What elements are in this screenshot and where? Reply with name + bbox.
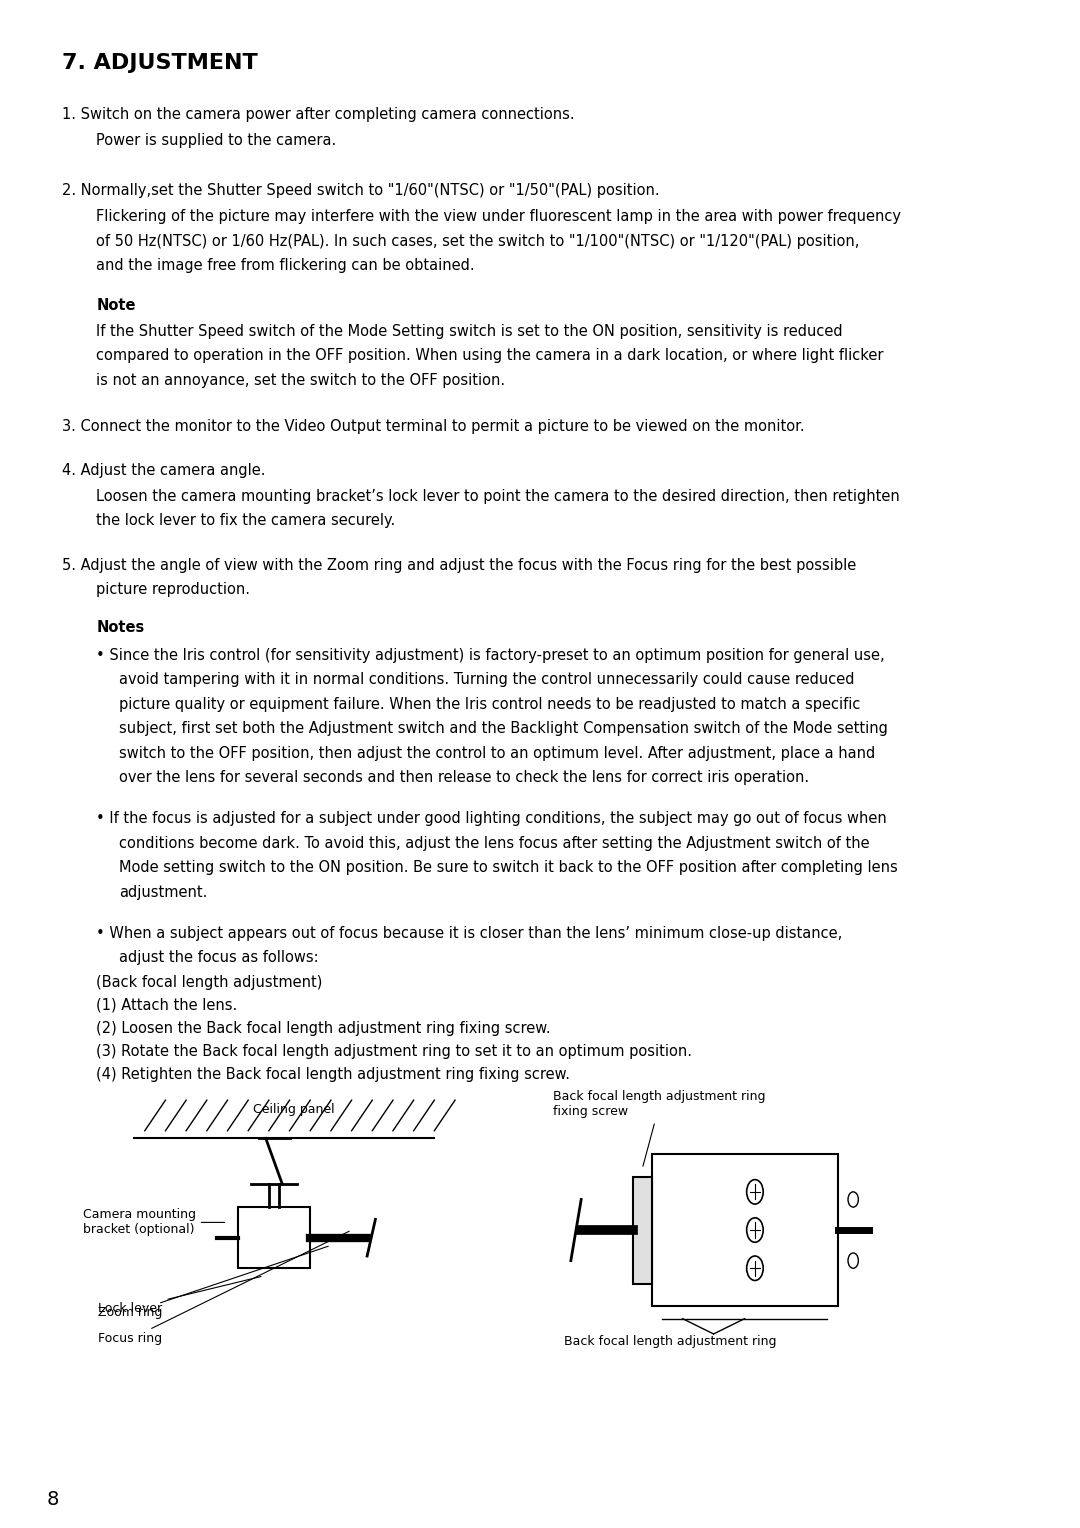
FancyBboxPatch shape: [651, 1154, 838, 1306]
Text: Notes: Notes: [96, 620, 145, 636]
Text: • When a subject appears out of focus because it is closer than the lens’ minimu: • When a subject appears out of focus be…: [96, 926, 842, 941]
Text: Mode setting switch to the ON position. Be sure to switch it back to the OFF pos: Mode setting switch to the ON position. …: [119, 860, 897, 876]
Text: Power is supplied to the camera.: Power is supplied to the camera.: [96, 133, 337, 148]
Text: Back focal length adjustment ring
fixing screw: Back focal length adjustment ring fixing…: [553, 1091, 766, 1166]
Text: adjustment.: adjustment.: [119, 885, 207, 900]
Text: Ceiling panel: Ceiling panel: [254, 1103, 335, 1117]
Text: Lock lever: Lock lever: [98, 1276, 261, 1316]
Text: Note: Note: [96, 298, 136, 313]
Text: avoid tampering with it in normal conditions. Turning the control unnecessarily : avoid tampering with it in normal condit…: [119, 672, 854, 688]
Text: 2. Normally,set the Shutter Speed switch to "1/60"(NTSC) or "1/50"(PAL) position: 2. Normally,set the Shutter Speed switch…: [62, 183, 660, 199]
Text: (2) Loosen the Back focal length adjustment ring fixing screw.: (2) Loosen the Back focal length adjustm…: [96, 1021, 551, 1036]
Text: (Back focal length adjustment): (Back focal length adjustment): [96, 975, 323, 990]
Text: (3) Rotate the Back focal length adjustment ring to set it to an optimum positio: (3) Rotate the Back focal length adjustm…: [96, 1044, 692, 1059]
Text: (1) Attach the lens.: (1) Attach the lens.: [96, 998, 238, 1013]
Text: picture reproduction.: picture reproduction.: [96, 582, 251, 597]
Text: Loosen the camera mounting bracket’s lock lever to point the camera to the desir: Loosen the camera mounting bracket’s loc…: [96, 489, 900, 504]
Text: (4) Retighten the Back focal length adjustment ring fixing screw.: (4) Retighten the Back focal length adju…: [96, 1067, 570, 1082]
Text: 1. Switch on the camera power after completing camera connections.: 1. Switch on the camera power after comp…: [62, 107, 575, 122]
Text: • Since the Iris control (for sensitivity adjustment) is factory-preset to an op: • Since the Iris control (for sensitivit…: [96, 648, 885, 663]
Text: 5. Adjust the angle of view with the Zoom ring and adjust the focus with the Foc: 5. Adjust the angle of view with the Zoo…: [62, 558, 856, 573]
Text: Camera mounting
bracket (optional): Camera mounting bracket (optional): [83, 1209, 225, 1236]
Text: of 50 Hz(NTSC) or 1/60 Hz(PAL). In such cases, set the switch to "1/100"(NTSC) o: of 50 Hz(NTSC) or 1/60 Hz(PAL). In such …: [96, 234, 860, 249]
Text: 3. Connect the monitor to the Video Output terminal to permit a picture to be vi: 3. Connect the monitor to the Video Outp…: [62, 419, 805, 434]
Text: switch to the OFF position, then adjust the control to an optimum level. After a: switch to the OFF position, then adjust …: [119, 746, 875, 761]
Text: • If the focus is adjusted for a subject under good lighting conditions, the sub: • If the focus is adjusted for a subject…: [96, 811, 887, 827]
Text: the lock lever to fix the camera securely.: the lock lever to fix the camera securel…: [96, 513, 395, 529]
Text: 8: 8: [46, 1490, 59, 1508]
Text: is not an annoyance, set the switch to the OFF position.: is not an annoyance, set the switch to t…: [96, 373, 505, 388]
Text: and the image free from flickering can be obtained.: and the image free from flickering can b…: [96, 258, 475, 274]
Text: Focus ring: Focus ring: [98, 1232, 349, 1346]
Text: If the Shutter Speed switch of the Mode Setting switch is set to the ON position: If the Shutter Speed switch of the Mode …: [96, 324, 842, 339]
Text: 7. ADJUSTMENT: 7. ADJUSTMENT: [62, 53, 258, 73]
Text: 4. Adjust the camera angle.: 4. Adjust the camera angle.: [62, 463, 266, 478]
FancyBboxPatch shape: [633, 1177, 651, 1284]
Text: Zoom ring: Zoom ring: [98, 1247, 328, 1320]
Text: conditions become dark. To avoid this, adjust the lens focus after setting the A: conditions become dark. To avoid this, a…: [119, 836, 869, 851]
Text: Back focal length adjustment ring: Back focal length adjustment ring: [564, 1335, 777, 1349]
Text: adjust the focus as follows:: adjust the focus as follows:: [119, 950, 319, 966]
Text: over the lens for several seconds and then release to check the lens for correct: over the lens for several seconds and th…: [119, 770, 809, 785]
Text: Flickering of the picture may interfere with the view under fluorescent lamp in : Flickering of the picture may interfere …: [96, 209, 901, 225]
Text: subject, first set both the Adjustment switch and the Backlight Compensation swi: subject, first set both the Adjustment s…: [119, 721, 888, 736]
Text: picture quality or equipment failure. When the Iris control needs to be readjust: picture quality or equipment failure. Wh…: [119, 697, 861, 712]
Text: compared to operation in the OFF position. When using the camera in a dark locat: compared to operation in the OFF positio…: [96, 348, 883, 364]
